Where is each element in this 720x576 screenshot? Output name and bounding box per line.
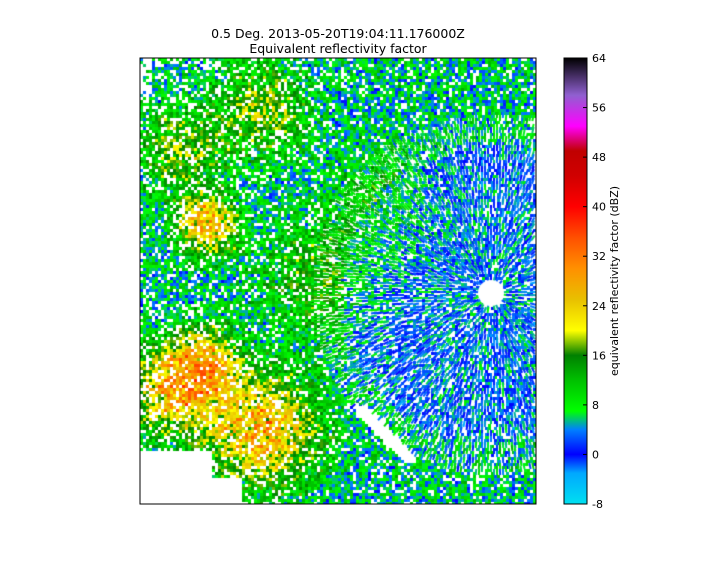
- colorbar-tick-label: 40: [592, 201, 606, 214]
- colorbar-tick-label: 8: [592, 399, 599, 412]
- colorbar-tick-label: 64: [592, 52, 606, 65]
- colorbar-tick-label: 0: [592, 448, 599, 461]
- colorbar-ticks: 64 56 48 40 32 24 16 8 0 -8: [583, 52, 606, 511]
- colorbar-tick-label: 56: [592, 102, 606, 115]
- colorbar: 64 56 48 40 32 24 16 8 0 -8 equivalent reflectivi…: [563, 52, 621, 511]
- colorbar-tick-label: 24: [592, 300, 606, 313]
- colorbar-tick-label: -8: [592, 498, 603, 511]
- colorbar-gradient: [563, 57, 588, 505]
- chart-title-line1: 0.5 Deg. 2013-05-20T19:04:11.176000Z: [211, 26, 465, 41]
- plot-frame: [139, 57, 537, 505]
- colorbar-tick-label: 32: [592, 250, 606, 263]
- chart-title-line2: Equivalent reflectivity factor: [249, 41, 427, 56]
- reflectivity-field: [140, 58, 536, 504]
- radar-plot-area: [139, 57, 537, 505]
- colorbar-tick-label: 48: [592, 151, 606, 164]
- colorbar-tick-label: 16: [592, 349, 606, 362]
- colorbar-label: equivalent reflectivity factor (dBZ): [608, 186, 621, 376]
